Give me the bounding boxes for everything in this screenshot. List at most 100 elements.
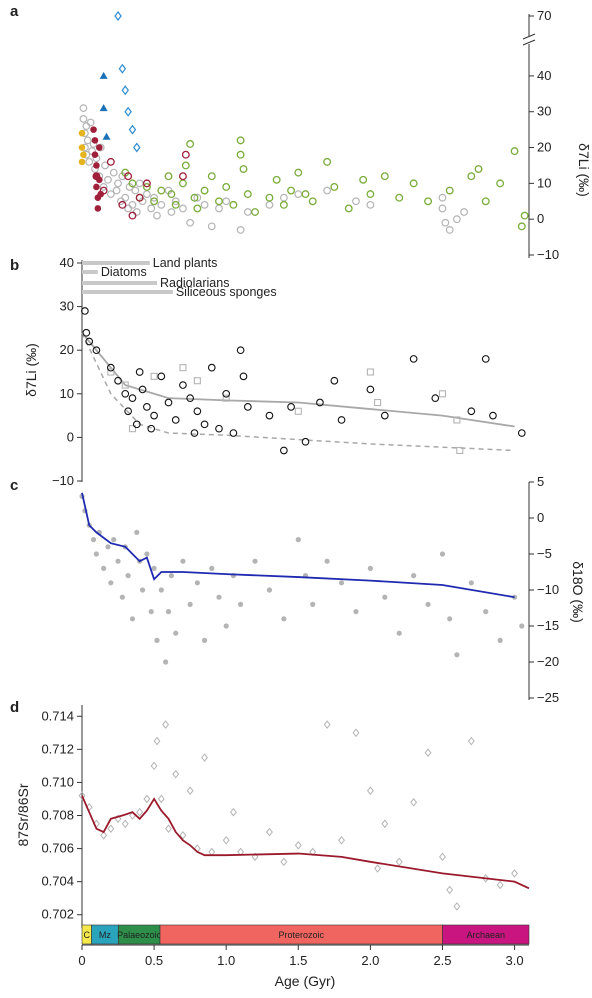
panel-d-grey-diamond bbox=[143, 794, 151, 804]
panel-a-red-open-point bbox=[128, 211, 137, 220]
panel-a-grey-point bbox=[150, 193, 158, 202]
panel-a-red-filled-point bbox=[91, 137, 99, 144]
plant-bar-label: Siliceous sponges bbox=[176, 285, 277, 299]
panel-c-grey-point bbox=[454, 652, 460, 658]
panel-d-grey-diamond bbox=[410, 797, 418, 807]
panel-a-grey-point bbox=[207, 222, 216, 231]
panel-a-grey-point bbox=[132, 208, 141, 216]
panel-b-black-point bbox=[489, 411, 497, 420]
panel-b-grey-square bbox=[456, 446, 464, 455]
panel-c-grey-point bbox=[151, 565, 157, 572]
panel-b-grey-square bbox=[453, 416, 461, 424]
panel-a-red-filled-point bbox=[96, 144, 103, 151]
panel-b-black-point bbox=[280, 446, 288, 455]
panel-b-black-point bbox=[239, 372, 248, 381]
panel-b-grey-square bbox=[121, 381, 129, 389]
panel-d-grey-diamond bbox=[294, 840, 302, 850]
panel-c-grey-point bbox=[139, 587, 146, 593]
panel-b-black-point bbox=[316, 398, 324, 407]
panel-a-red-open-point bbox=[135, 193, 144, 202]
panel-a-red-filled-point bbox=[97, 190, 105, 198]
panel-b-black-point bbox=[337, 416, 346, 424]
panel-c-y-tick-label: −15 bbox=[537, 618, 559, 633]
panel-a-grey-point bbox=[186, 218, 195, 227]
panel-c-grey-point bbox=[93, 551, 100, 557]
panel-b-trend-dashed bbox=[81, 332, 515, 452]
panel-a-green-point bbox=[215, 197, 223, 206]
panel-c-grey-point bbox=[105, 544, 111, 550]
panel-a-green-point bbox=[181, 161, 190, 170]
panel-c-grey-point bbox=[134, 529, 140, 536]
panel-b-y-tick-label: 20 bbox=[60, 342, 74, 357]
panel-c-y-tick-label: 0 bbox=[537, 510, 544, 525]
panel-a-grey-point bbox=[128, 200, 137, 209]
x-tick-label: 3.0 bbox=[506, 953, 524, 968]
panel-d-grey-diamond bbox=[162, 720, 170, 729]
panel-a-green-point bbox=[164, 172, 173, 181]
panel-c-grey-point bbox=[396, 630, 402, 636]
panel-b-grey-square bbox=[222, 394, 230, 402]
panel-d-grey-diamond bbox=[395, 857, 403, 867]
panel-c-grey-point bbox=[447, 616, 453, 622]
panel-d-y-tick-label: 0.706 bbox=[41, 841, 74, 856]
panel-a-green-point bbox=[171, 200, 180, 209]
panel-c-grey-point bbox=[367, 565, 373, 572]
panel-a-yellow-point bbox=[80, 151, 87, 159]
panel-d-grey-diamond bbox=[266, 827, 273, 837]
panel-b-grey-square bbox=[107, 368, 115, 376]
panel-d-grey-diamond bbox=[179, 831, 187, 840]
panel-a-green-point bbox=[323, 157, 332, 166]
panel-a-red-filled-point bbox=[93, 162, 100, 169]
panel-b-black-point bbox=[114, 376, 122, 385]
panel-a-grey-point bbox=[106, 190, 115, 199]
panel-b-y-tick-label: 0 bbox=[67, 429, 74, 444]
panel-a-green-point bbox=[150, 197, 159, 206]
panel-c-points bbox=[79, 492, 525, 665]
panel-b-black-point bbox=[287, 403, 295, 411]
panel-c-grey-point bbox=[125, 573, 131, 579]
panel-a-grey-point bbox=[352, 197, 360, 206]
panel-a-red-filled-point bbox=[93, 183, 100, 191]
panel-a-grey-point bbox=[453, 215, 461, 224]
panel-a-green-point bbox=[272, 175, 281, 184]
plant-evolution-bars: Land plants Diatoms RadiolariansSiliceous … bbox=[82, 256, 277, 299]
panel-a-red-filled-point bbox=[96, 176, 103, 184]
panel-a-grey-point bbox=[366, 200, 375, 209]
panel-a-grey-point bbox=[323, 186, 332, 195]
panel-c-grey-point bbox=[338, 580, 345, 586]
panel-b-grey-square bbox=[294, 407, 302, 415]
panel-a-grey-point bbox=[86, 118, 95, 127]
panel-b-black-point bbox=[330, 376, 339, 385]
x-tick-label: 0.5 bbox=[145, 953, 163, 968]
panel-c-grey-point bbox=[115, 558, 121, 564]
panel-a-green-point bbox=[308, 197, 317, 206]
panel-a-grey-point bbox=[171, 197, 180, 206]
panel-b-black-point bbox=[200, 420, 209, 429]
era-label: Mz bbox=[99, 930, 111, 940]
panel-a-grey-point bbox=[83, 136, 92, 145]
panel-b-black-point bbox=[81, 307, 89, 315]
panel-a-red-filled-point bbox=[90, 126, 97, 133]
panel-c-grey-point bbox=[165, 609, 172, 615]
panel-c-grey-point bbox=[173, 630, 179, 636]
panel-c-grey-point bbox=[223, 623, 229, 629]
panel-d-grey-diamond bbox=[424, 748, 432, 757]
panel-b-points bbox=[81, 307, 526, 455]
panel-a-green-point bbox=[265, 193, 274, 202]
panel-c-grey-point bbox=[168, 573, 174, 579]
panel-a-blue-diamond bbox=[128, 124, 137, 135]
panel-a-grey-point bbox=[142, 190, 151, 199]
panel-a-green-point bbox=[344, 204, 353, 213]
panel-b-black-point bbox=[143, 403, 151, 411]
panel-b-black-point bbox=[467, 407, 476, 416]
panel-c-grey-point bbox=[148, 609, 154, 615]
axis-ticks: −10 0 10 20 30 40 70 −10 0 10 20 30 40 −25 −20 −15 −10 −5… bbox=[41, 8, 559, 968]
era-segment bbox=[442, 924, 530, 945]
panel-a-green-point bbox=[445, 186, 454, 195]
panel-d-grey-diamond bbox=[153, 736, 161, 746]
panel-a-green-point bbox=[520, 211, 529, 220]
x-tick-label: 0 bbox=[78, 953, 85, 968]
panel-d-trend bbox=[81, 795, 530, 890]
panel-b-grey-square bbox=[193, 377, 201, 385]
